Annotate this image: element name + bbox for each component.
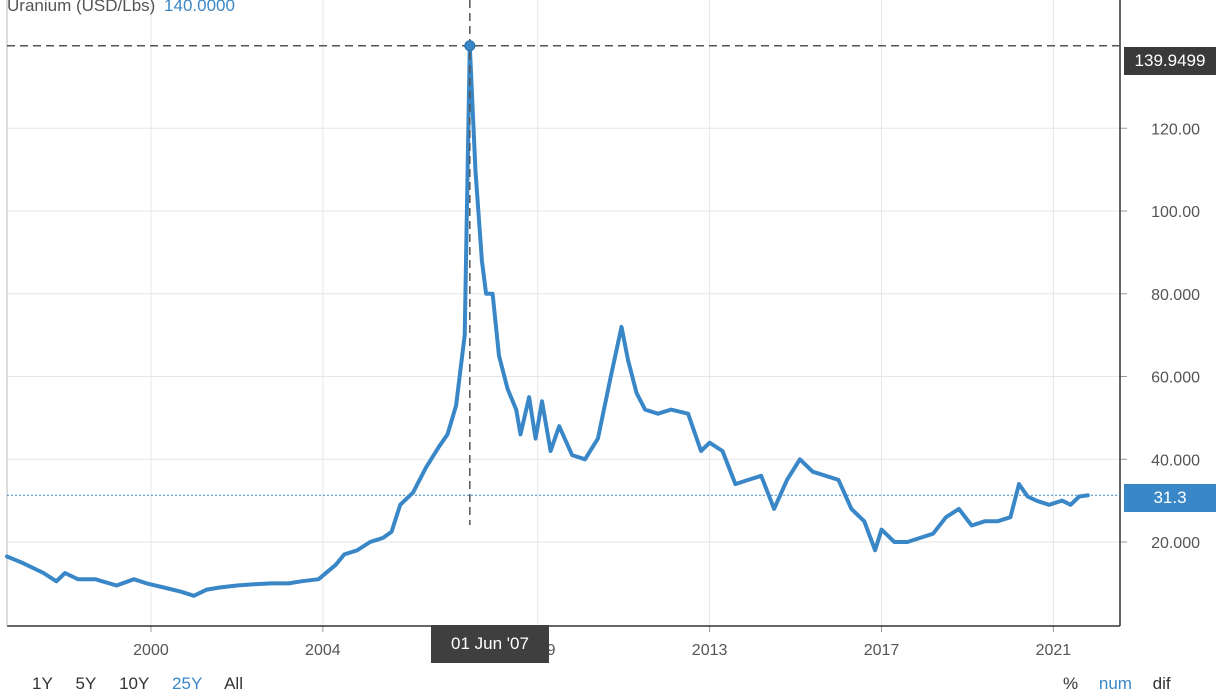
- range-5y-button[interactable]: 5Y: [75, 674, 97, 693]
- x-tick-label: 2000: [133, 642, 169, 659]
- range-selector: 1Y 5Y 10Y 25Y All: [32, 674, 261, 694]
- crosshair-layer: [7, 0, 1120, 525]
- y-tick-label: 100.00: [1151, 204, 1200, 221]
- range-10y-button[interactable]: 10Y: [119, 674, 150, 693]
- x-tick-label: 2021: [1036, 642, 1072, 659]
- range-25y-button[interactable]: 25Y: [172, 674, 203, 693]
- series-value: 140.0000: [164, 0, 235, 15]
- gridlines: [7, 0, 1120, 626]
- range-all-button[interactable]: All: [224, 674, 243, 693]
- crosshair-point: [464, 40, 476, 52]
- y-tick-label: 60.000: [1151, 370, 1200, 387]
- y-tick-label: 40.000: [1151, 452, 1200, 469]
- mode-selector: % num dif: [1063, 674, 1187, 694]
- y-tick-label: 80.000: [1151, 287, 1200, 304]
- axes: 20.000 40.000 60.000 80.000 100.00 120.00 2000…: [6, 0, 1200, 659]
- x-tick-label: 2004: [305, 642, 341, 659]
- crosshair-value-badge: 139.9499: [1124, 47, 1216, 75]
- series-header: Uranium (USD/Lbs) 140.0000: [7, 0, 235, 16]
- last-value-badge: 31.3: [1124, 484, 1216, 512]
- series-line[interactable]: [5, 43, 1090, 598]
- mode-num-button[interactable]: num: [1098, 674, 1132, 693]
- x-tick-label: 2013: [692, 642, 728, 659]
- series-layer: [5, 43, 1090, 598]
- range-1y-button[interactable]: 1Y: [32, 674, 53, 693]
- x-tick-label: 2017: [864, 642, 900, 659]
- series-label: Uranium (USD/Lbs): [7, 0, 156, 15]
- crosshair-date-label: 01 Jun '07: [431, 625, 549, 663]
- y-tick-label: 20.000: [1151, 535, 1200, 552]
- y-tick-label: 120.00: [1151, 121, 1200, 138]
- mode-dif-button[interactable]: dif: [1152, 674, 1171, 693]
- mode-percent-button[interactable]: %: [1063, 674, 1079, 693]
